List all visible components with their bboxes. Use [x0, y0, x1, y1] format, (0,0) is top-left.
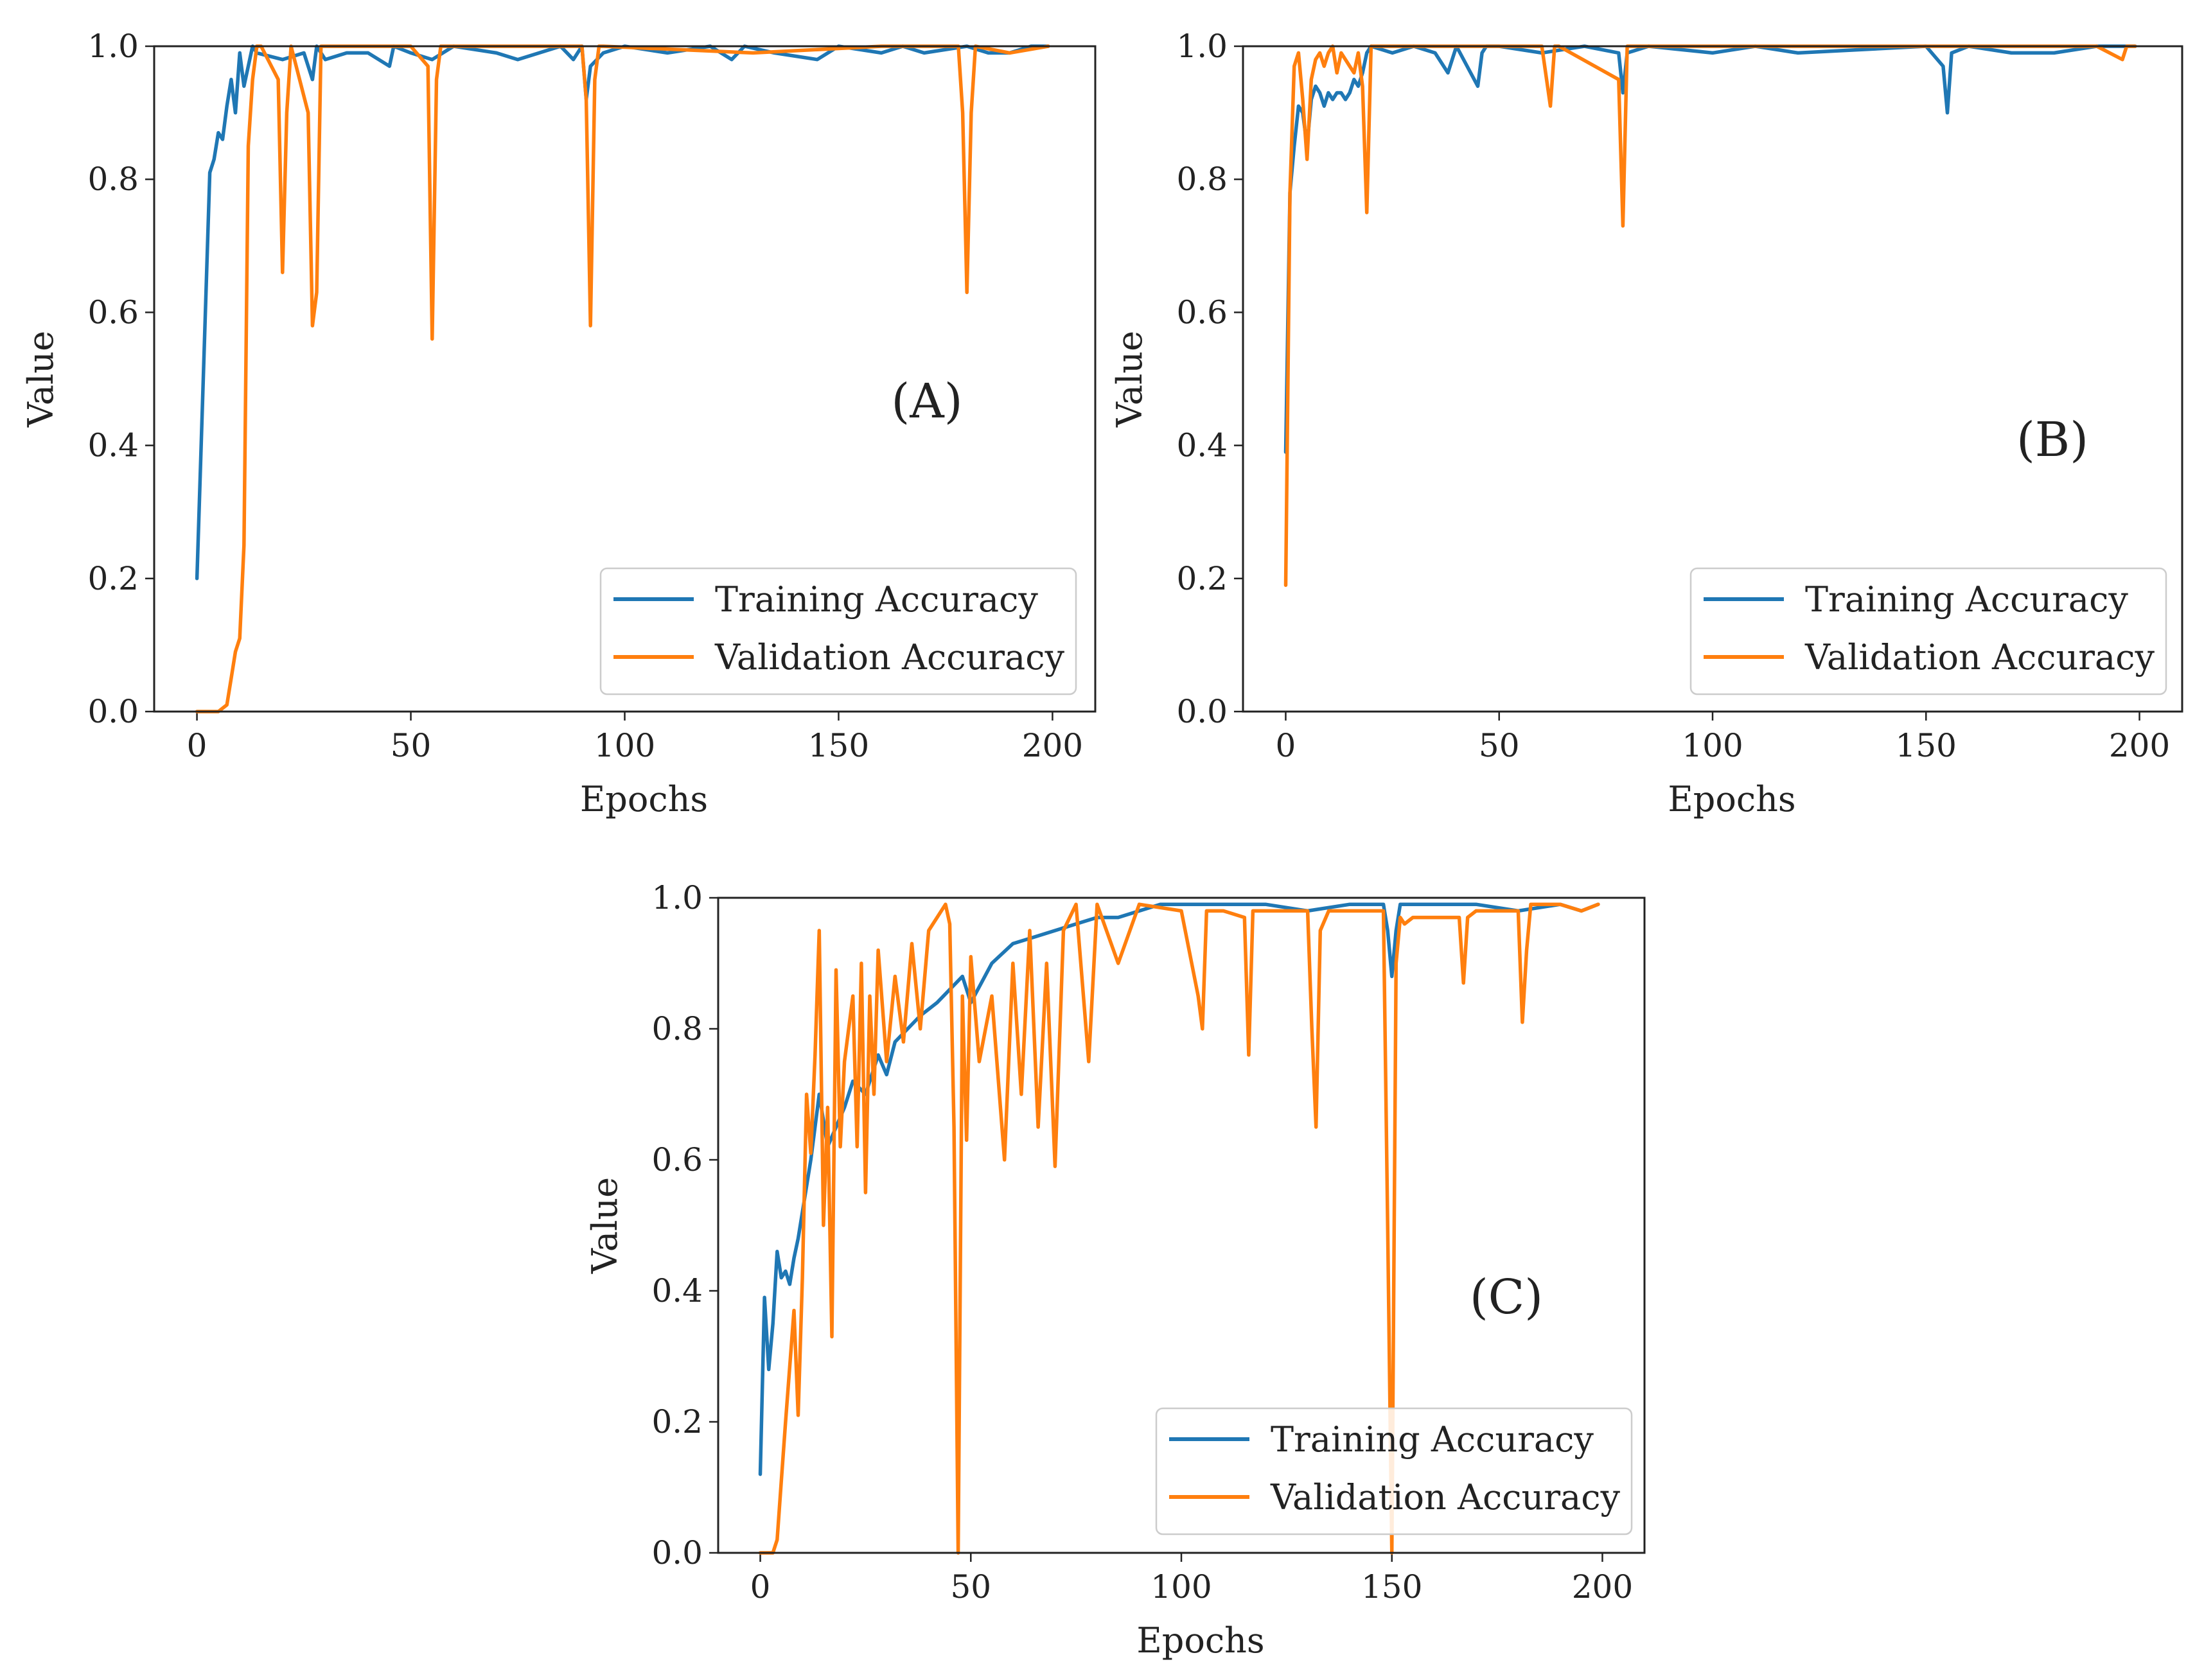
y-tick-label: 1.0: [87, 28, 139, 65]
x-tick-label: 100: [594, 727, 655, 764]
x-tick-label: 150: [1361, 1568, 1422, 1606]
panel-label: (A): [891, 374, 962, 429]
legend-label-training: Training Accuracy: [1271, 1419, 1594, 1460]
training-accuracy-line: [758, 902, 1600, 1476]
x-tick-label: 0: [750, 1568, 771, 1606]
y-axis-title: Value: [585, 1177, 625, 1274]
x-tick-label: 0: [1276, 727, 1296, 764]
x-axis-title: Epochs: [1668, 779, 1795, 819]
y-tick-label: 0.0: [1176, 693, 1228, 730]
chart-panel-b: 0 50 100 150 200 0.0 0.2 0.4 0.6 0.8 1.0 Epochs Valu…: [1109, 28, 2183, 819]
x-tick-label: 150: [808, 727, 869, 764]
x-tick-label: 200: [1022, 727, 1083, 764]
y-tick-label: 0.2: [1176, 560, 1228, 597]
legend-box: [1155, 1407, 1633, 1536]
x-tick-label: 50: [950, 1568, 991, 1606]
y-tick-label: 0.8: [87, 161, 139, 198]
y-tick-label: 0.4: [1176, 427, 1228, 464]
legend-label-validation: Validation Accuracy: [1804, 637, 2155, 678]
y-tick-label: 0.8: [651, 1010, 703, 1047]
x-tick-label: 100: [1682, 727, 1743, 764]
training-accuracy-line: [1283, 44, 2137, 454]
y-tick-label: 0.2: [651, 1403, 703, 1440]
x-tick-label: 100: [1150, 1568, 1212, 1606]
chart-panel-c: 0 50 100 150 200 0.0 0.2 0.4 0.6 0.8 1.0 Epochs Valu…: [585, 879, 1646, 1661]
x-axis-title: Epochs: [1136, 1620, 1264, 1661]
legend-box: [599, 567, 1077, 696]
y-axis-title: Value: [21, 331, 61, 428]
legend: Training Accuracy Validation Accuracy: [599, 567, 1077, 696]
training-accuracy-line: [195, 44, 1050, 581]
y-axis-title: Value: [1109, 331, 1150, 428]
panel-label: (C): [1470, 1270, 1543, 1325]
x-tick-label: 200: [1572, 1568, 1633, 1606]
legend-label-validation: Validation Accuracy: [1270, 1477, 1620, 1518]
axes-frame: [153, 45, 1097, 713]
x-tick-label: 0: [187, 727, 207, 764]
y-tick-label: 1.0: [1176, 28, 1228, 65]
legend: Training Accuracy Validation Accuracy: [1155, 1407, 1633, 1536]
legend-label-validation: Validation Accuracy: [714, 637, 1064, 678]
y-tick-label: 1.0: [651, 879, 703, 916]
y-tick-label: 0.0: [87, 693, 139, 730]
axes-frame: [717, 897, 1646, 1554]
legend-box: [1689, 567, 2167, 696]
legend: Training Accuracy Validation Accuracy: [1689, 567, 2167, 696]
panel-label: (B): [2016, 412, 2088, 468]
legend-label-training: Training Accuracy: [1805, 579, 2128, 620]
y-tick-label: 0.6: [87, 293, 139, 331]
y-tick-label: 0.6: [1176, 293, 1228, 331]
y-tick-label: 0.2: [87, 560, 139, 597]
y-tick-label: 0.0: [651, 1534, 703, 1571]
x-tick-label: 50: [1479, 727, 1520, 764]
validation-accuracy-line: [1283, 44, 2137, 587]
x-axis-title: Epochs: [580, 779, 708, 819]
x-tick-label: 50: [391, 727, 432, 764]
y-tick-label: 0.6: [651, 1141, 703, 1178]
y-tick-label: 0.4: [651, 1272, 703, 1309]
axes-frame: [1242, 45, 2183, 713]
x-tick-label: 200: [2109, 727, 2170, 764]
chart-panel-a: 0 50 100 150 200 0.0 0.2 0.4 0.6 0.8 1.0 Epochs Valu…: [21, 28, 1097, 819]
validation-accuracy-line: [758, 902, 1600, 1555]
x-tick-label: 150: [1896, 727, 1957, 764]
y-tick-label: 0.4: [87, 427, 139, 464]
legend-label-training: Training Accuracy: [715, 579, 1038, 620]
y-tick-label: 0.8: [1176, 161, 1228, 198]
